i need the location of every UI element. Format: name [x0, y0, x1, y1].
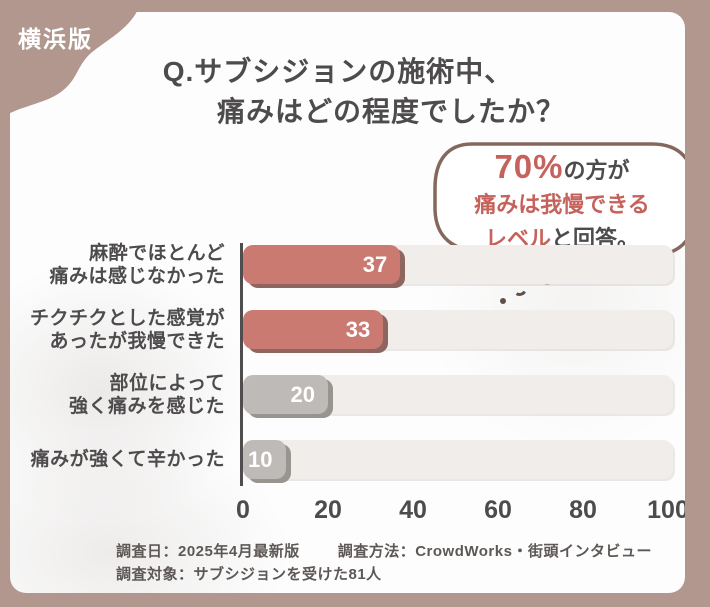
- category-label: 部位によって 強く痛みを感じた: [68, 372, 225, 417]
- bar-row: 部位によって 強く痛みを感じた 20: [10, 373, 685, 417]
- bubble-text: 70%の方が 痛みは我慢できる レベルと回答。: [428, 150, 685, 256]
- bar-track: [243, 440, 673, 479]
- bar-row: チクチクとした感覚が あったが我慢できた 33: [10, 308, 685, 352]
- x-axis-tick: 0: [236, 496, 250, 524]
- bar: [243, 440, 286, 479]
- bar-value-label: 20: [290, 382, 315, 407]
- bubble-percentage: 70%: [494, 148, 564, 185]
- bar: [243, 375, 328, 414]
- survey-method: 調査方法：CrowdWorks・街頭インタビュー: [337, 543, 652, 560]
- bar-row: 痛みが強くて辛かった 10: [10, 440, 685, 479]
- x-axis-tick: 40: [399, 496, 427, 524]
- bubble-line2: 痛みは我慢できる: [474, 192, 650, 217]
- corner-blob-decoration: [0, 0, 142, 118]
- x-axis-tick: 60: [484, 496, 512, 524]
- speech-bubble: 70%の方が 痛みは我慢できる レベルと回答。: [428, 140, 685, 310]
- category-label: 麻酔でほとんど 痛みは感じなかった: [49, 242, 225, 287]
- bubble-line1-suffix: の方が: [563, 158, 630, 183]
- bar-row: 麻酔でほとんど 痛みは感じなかった 37: [10, 243, 685, 287]
- title-line-1: Q.サブシジョンの施術中、: [162, 56, 514, 87]
- bar: [243, 310, 384, 349]
- category-label: チクチクとした感覚が あったが我慢できた: [29, 307, 225, 352]
- title-line-2: 痛みはどの程度でしたか？: [216, 96, 565, 127]
- category-label: 痛みが強くて辛かった: [30, 449, 225, 470]
- x-axis-tick: 80: [569, 496, 597, 524]
- survey-footnote: 調査日：2025年4月最新版 調査方法：CrowdWorks・街頭インタビュー 調…: [116, 540, 652, 586]
- x-axis-tick: 100: [647, 496, 685, 524]
- x-axis: 0 20 40 60 80 100: [10, 496, 685, 526]
- y-axis-line: [240, 243, 243, 486]
- survey-date: 調査日：2025年4月最新版: [116, 543, 300, 560]
- x-axis-tick: 20: [314, 496, 342, 524]
- bubble-doodle-dot: [500, 298, 506, 304]
- footnote-line-2: 調査対象：サブシジョンを受けた81人: [116, 566, 382, 583]
- page-title: Q.サブシジョンの施術中、 痛みはどの程度でしたか？: [10, 52, 685, 132]
- bar-value-label: 37: [362, 252, 388, 277]
- region-badge: 横浜版: [18, 26, 93, 52]
- bar: [243, 245, 401, 284]
- bar-value-label: 10: [248, 447, 273, 472]
- bar-value-label: 33: [345, 317, 371, 342]
- footnote-line-1: 調査日：2025年4月最新版 調査方法：CrowdWorks・街頭インタビュー: [116, 540, 652, 563]
